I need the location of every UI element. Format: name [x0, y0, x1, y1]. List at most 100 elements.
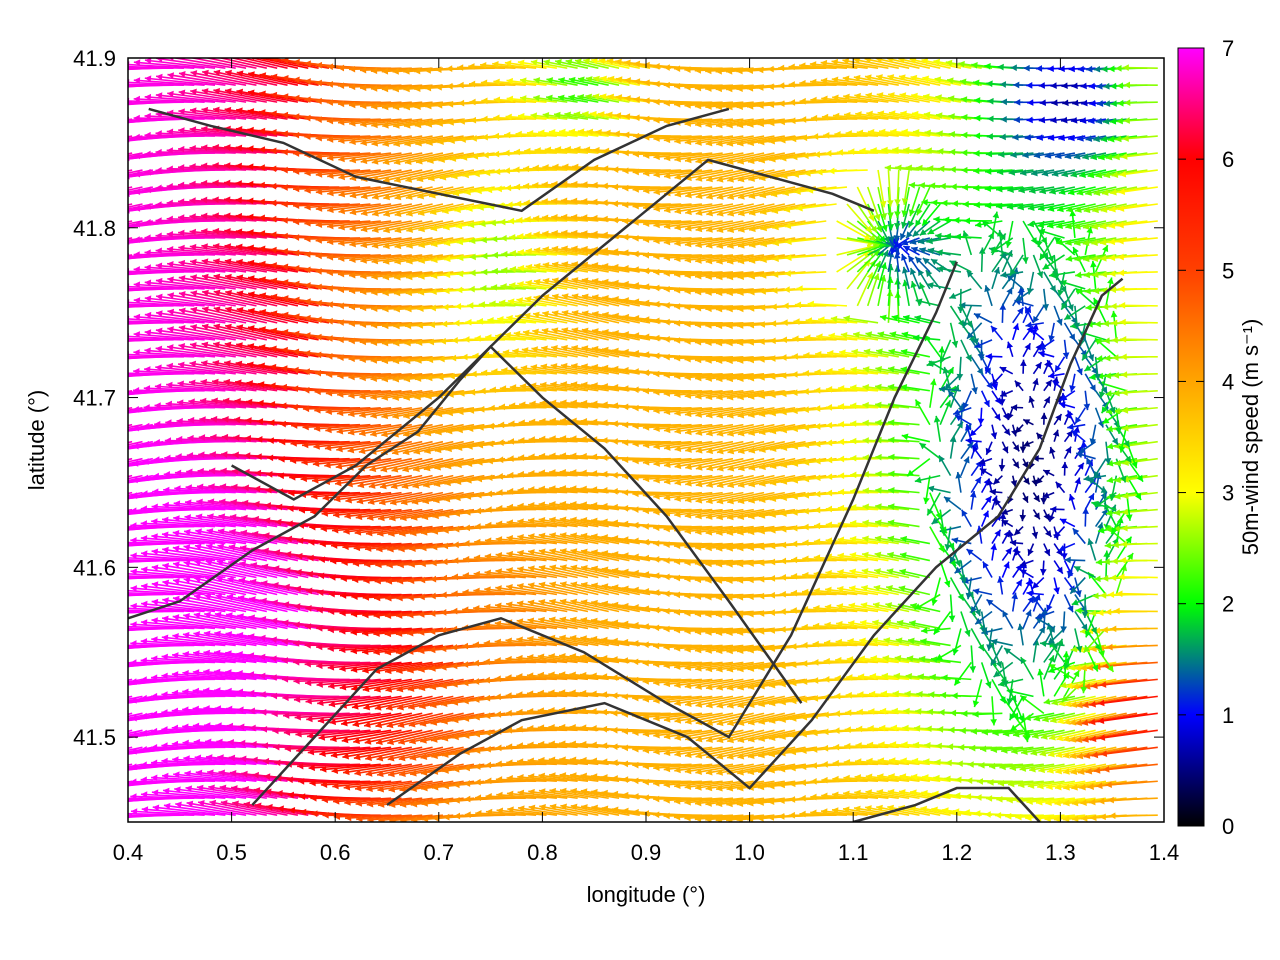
wind-arrow-shaft — [1048, 729, 1086, 740]
wind-arrow-head — [161, 709, 168, 716]
wind-arrow-head — [964, 793, 972, 800]
wind-arrow-head — [1098, 734, 1106, 741]
wind-arrow-head — [517, 789, 525, 797]
wind-arrow-head — [642, 794, 649, 802]
wind-arrow-head — [342, 752, 350, 760]
wind-arrow-head — [974, 810, 981, 817]
wind-arrow-head — [590, 741, 597, 749]
wind-arrow-head — [653, 795, 660, 803]
wind-arrow-head — [99, 646, 105, 653]
wind-arrow-head — [768, 699, 776, 707]
wind-arrow-head — [484, 745, 491, 753]
wind-arrow-head — [1063, 799, 1070, 807]
wind-arrow-shaft — [506, 777, 557, 783]
wind-arrow-head — [945, 759, 952, 767]
wind-arrow-head — [970, 728, 978, 735]
wind-arrow-head — [1005, 547, 1012, 555]
wind-arrow-head — [1010, 724, 1018, 732]
wind-arrow-head — [969, 744, 976, 752]
wind-arrow-head — [1089, 735, 1097, 743]
wind-arrow-head — [1048, 664, 1056, 671]
wind-arrow-head — [89, 593, 95, 600]
wind-arrow-head — [1019, 765, 1027, 772]
wind-arrow-head — [918, 655, 926, 663]
wind-arrow-head — [225, 631, 233, 638]
wind-arrow-head — [865, 773, 873, 781]
wind-arrow-head — [1060, 681, 1067, 689]
wind-arrow-head — [1066, 430, 1073, 438]
wind-arrow-head — [112, 429, 118, 436]
wind-arrow-head — [858, 655, 866, 663]
wind-arrow-head — [1081, 719, 1089, 726]
wind-arrow-head — [779, 733, 786, 740]
wind-arrow-head — [130, 763, 137, 771]
wind-arrow-head — [274, 759, 281, 767]
wind-arrow-shaft — [128, 644, 133, 647]
wind-arrow-head — [748, 718, 755, 726]
wind-arrow-head — [506, 775, 513, 782]
wind-arrow-head — [1075, 719, 1083, 726]
wind-arrow-head — [632, 694, 639, 702]
wind-arrow-head — [767, 814, 775, 821]
wind-arrow-head — [472, 659, 479, 667]
wind-arrow-shaft — [1025, 814, 1065, 820]
wind-arrow-head — [198, 799, 205, 807]
wind-arrow-head — [443, 813, 450, 821]
wind-arrow-head — [1082, 701, 1089, 709]
wind-arrow-head — [558, 689, 566, 696]
wind-arrow-head — [1048, 666, 1056, 674]
wind-arrow-head — [236, 632, 244, 639]
wind-arrow-head — [332, 782, 339, 790]
wind-arrow-head — [833, 710, 840, 717]
wind-arrow-head — [430, 701, 437, 709]
wind-arrow-head — [389, 816, 396, 822]
wind-arrow-shaft — [684, 661, 734, 670]
wind-arrow-head — [80, 757, 87, 764]
wind-arrow-shaft — [1071, 678, 1117, 689]
wind-arrow-head — [484, 729, 491, 737]
wind-arrow-head — [69, 688, 76, 695]
wind-arrow-head — [461, 642, 469, 650]
wind-arrow-head — [779, 574, 786, 581]
wind-arrow-shaft — [506, 761, 557, 766]
wind-arrow-head — [632, 808, 639, 816]
wind-arrow-head — [611, 637, 618, 645]
wind-arrow-head — [758, 575, 765, 583]
wind-arrow-head — [1027, 782, 1035, 789]
wind-arrow-head — [1076, 752, 1084, 760]
wind-arrow-head — [716, 736, 724, 744]
wind-arrow-shaft — [684, 763, 734, 773]
wind-arrow-head — [601, 758, 608, 766]
wind-arrow-head — [110, 625, 116, 632]
wind-arrow-head — [642, 659, 649, 667]
wind-arrow-head — [1082, 736, 1089, 743]
wind-arrow-head — [484, 761, 492, 769]
wind-arrow-head — [140, 729, 147, 737]
wind-arrow-shaft — [726, 746, 775, 759]
wind-arrow-head — [429, 592, 436, 600]
wind-arrow-head — [225, 687, 232, 695]
wind-arrow-head — [306, 715, 313, 723]
wind-arrow-head — [715, 816, 723, 822]
wind-arrow-head — [81, 501, 88, 508]
wind-arrow-head — [293, 640, 300, 647]
wind-arrow-shaft — [674, 712, 723, 723]
wind-arrow-head — [92, 413, 99, 420]
wind-arrow-head — [837, 455, 845, 463]
wind-arrow-head — [484, 712, 491, 720]
wind-arrow-head — [726, 665, 734, 673]
wind-arrow-head — [590, 725, 597, 732]
wind-arrow-head — [329, 718, 337, 726]
wind-arrow-head — [869, 672, 877, 680]
wind-arrow-head — [979, 745, 987, 753]
wind-arrow-shaft — [909, 806, 951, 816]
wind-arrow-head — [716, 719, 724, 727]
wind-arrow-head — [472, 678, 480, 685]
wind-arrow-head — [452, 541, 459, 549]
wind-arrow-head — [887, 804, 895, 812]
wind-arrow-head — [330, 735, 337, 743]
wind-arrow-shaft — [344, 797, 402, 804]
wind-arrow-head — [990, 746, 998, 753]
wind-arrow-head — [894, 655, 902, 662]
wind-arrow-head — [238, 723, 245, 731]
